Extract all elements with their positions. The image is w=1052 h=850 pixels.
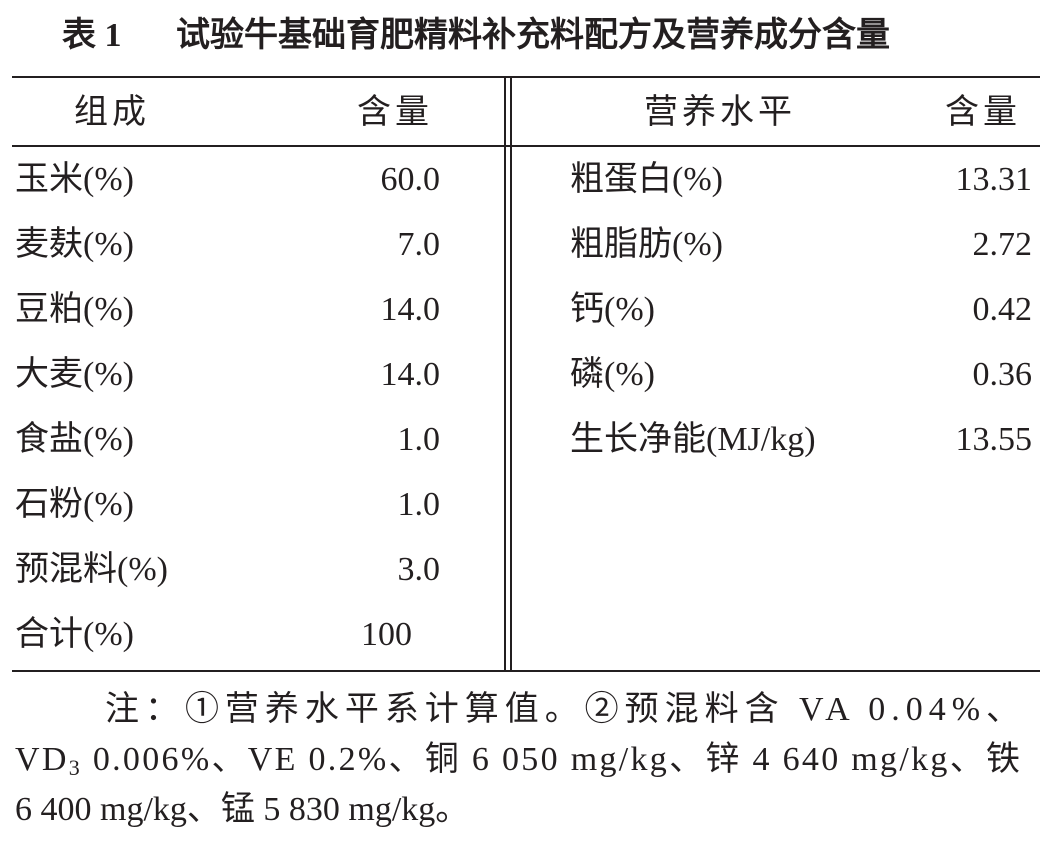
- row-label: 大麦(%): [15, 355, 134, 393]
- row-label: 食盐(%): [15, 420, 134, 458]
- cell-value: 60.0: [381, 161, 441, 198]
- row-label: 豆粕(%): [15, 290, 134, 328]
- cell-value: 14.0: [381, 291, 441, 328]
- column-header: 含量: [945, 93, 1021, 131]
- row-label: 粗蛋白(%): [570, 160, 723, 198]
- table-label: 表 1: [62, 16, 122, 54]
- note-line: 6 400 mg/kg、锰 5 830 mg/kg。: [15, 790, 469, 828]
- column-header: 营养水平: [644, 93, 796, 131]
- row-label: 钙(%): [570, 291, 655, 328]
- row-label: 石粉(%): [15, 485, 134, 523]
- cell-value: 0.36: [973, 356, 1033, 393]
- cell-value: 2.72: [973, 226, 1033, 263]
- cell-value: 1.0: [398, 421, 441, 458]
- cell-value: 1.0: [398, 486, 441, 523]
- cell-value: 13.55: [956, 421, 1033, 458]
- note-line: VD 3 0.006%、VE 0.2%、铜 6 050 mg/kg、锌 4 640…: [15, 740, 1020, 780]
- note-line: 注：①营养水平系计算值。②预混料含 VA 0.04%、: [105, 690, 1020, 728]
- note-text: 6 400 mg/kg、锰 5 830 mg/kg。: [15, 790, 469, 828]
- column-header: 组成: [74, 93, 150, 131]
- row-label: 生长净能(MJ/kg): [570, 420, 816, 458]
- cell-value: 0.42: [973, 291, 1033, 328]
- column-header: 含量: [357, 93, 433, 131]
- cell-value: 3.0: [398, 551, 441, 588]
- row-label: 预混料(%): [15, 550, 168, 588]
- row-label: 合计(%): [15, 615, 134, 653]
- table-title: 试验牛基础育肥精料补充料配方及营养成分含量: [176, 15, 890, 54]
- note-subscript: 3: [69, 755, 80, 780]
- row-label: 磷(%): [570, 355, 655, 393]
- note-text: 0.006%、VE 0.2%、铜 6 050 mg/kg、锌 4 640 mg/…: [82, 740, 1020, 778]
- cell-value: 13.31: [956, 161, 1033, 198]
- cell-value: 14.0: [381, 356, 441, 393]
- row-label: 麦麸(%): [15, 225, 134, 263]
- note-text: 注：①营养水平系计算值。②预混料含 VA 0.04%、: [105, 690, 1020, 728]
- cell-value: 100: [361, 616, 412, 653]
- note-text: VD: [15, 741, 66, 778]
- cell-value: 7.0: [398, 226, 441, 263]
- row-label: 粗脂肪(%): [570, 225, 723, 263]
- row-label: 玉米(%): [15, 160, 134, 198]
